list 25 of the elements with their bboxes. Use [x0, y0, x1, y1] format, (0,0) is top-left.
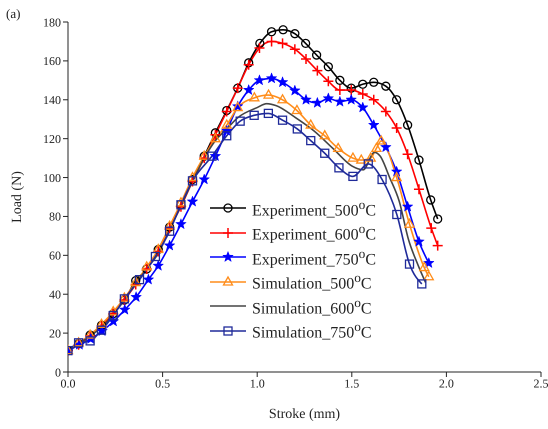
x-tick-label: 0.5 [155, 376, 170, 391]
y-tick-label: 100 [43, 170, 61, 185]
legend-label: Simulation_750$^{o}$C [252, 319, 372, 342]
y-tick-label: 0 [55, 365, 61, 380]
y-tick-label: 160 [43, 54, 61, 68]
y-tick-label: 80 [49, 210, 61, 224]
x-tick-label: 1.0 [250, 376, 265, 391]
y-tick-label: 40 [49, 287, 61, 302]
y-tick-label: 60 [49, 248, 61, 263]
legend-label: Simulation_500$^{o}$C [252, 270, 372, 294]
y-tick-label: 140 [43, 93, 61, 108]
x-tick-label: 2.0 [438, 376, 454, 391]
x-axis-title: Stroke (mm) [268, 407, 340, 422]
y-tick-label: 20 [49, 326, 61, 340]
y-tick-label: 120 [43, 132, 61, 146]
y-axis-title: Load (N) [10, 170, 25, 223]
legend-label: Simulation_600$^{o}$C [252, 294, 372, 318]
legend-label: Experiment_750$^{o}$C [252, 246, 376, 269]
text: (a) [6, 6, 20, 22]
x-tick-label: 2.5 [534, 376, 548, 391]
legend-label: Experiment_500$^{o}$C [252, 196, 376, 220]
y-tick-label: 180 [43, 15, 61, 30]
x-tick-label: 1.5 [344, 376, 360, 391]
legend-label: Experiment_600$^{o}$C [252, 221, 376, 244]
x-tick-label: 0.0 [60, 376, 76, 391]
